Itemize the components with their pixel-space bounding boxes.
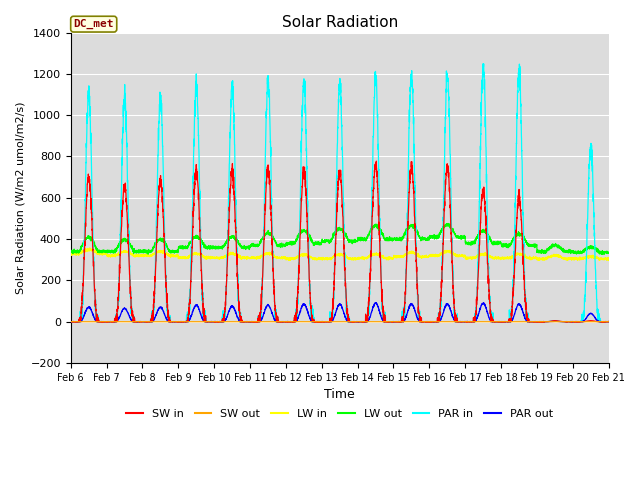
- Title: Solar Radiation: Solar Radiation: [282, 15, 398, 30]
- Legend: SW in, SW out, LW in, LW out, PAR in, PAR out: SW in, SW out, LW in, LW out, PAR in, PA…: [122, 405, 557, 423]
- X-axis label: Time: Time: [324, 388, 355, 401]
- Text: DC_met: DC_met: [74, 19, 114, 29]
- Y-axis label: Solar Radiation (W/m2 umol/m2/s): Solar Radiation (W/m2 umol/m2/s): [15, 102, 25, 294]
